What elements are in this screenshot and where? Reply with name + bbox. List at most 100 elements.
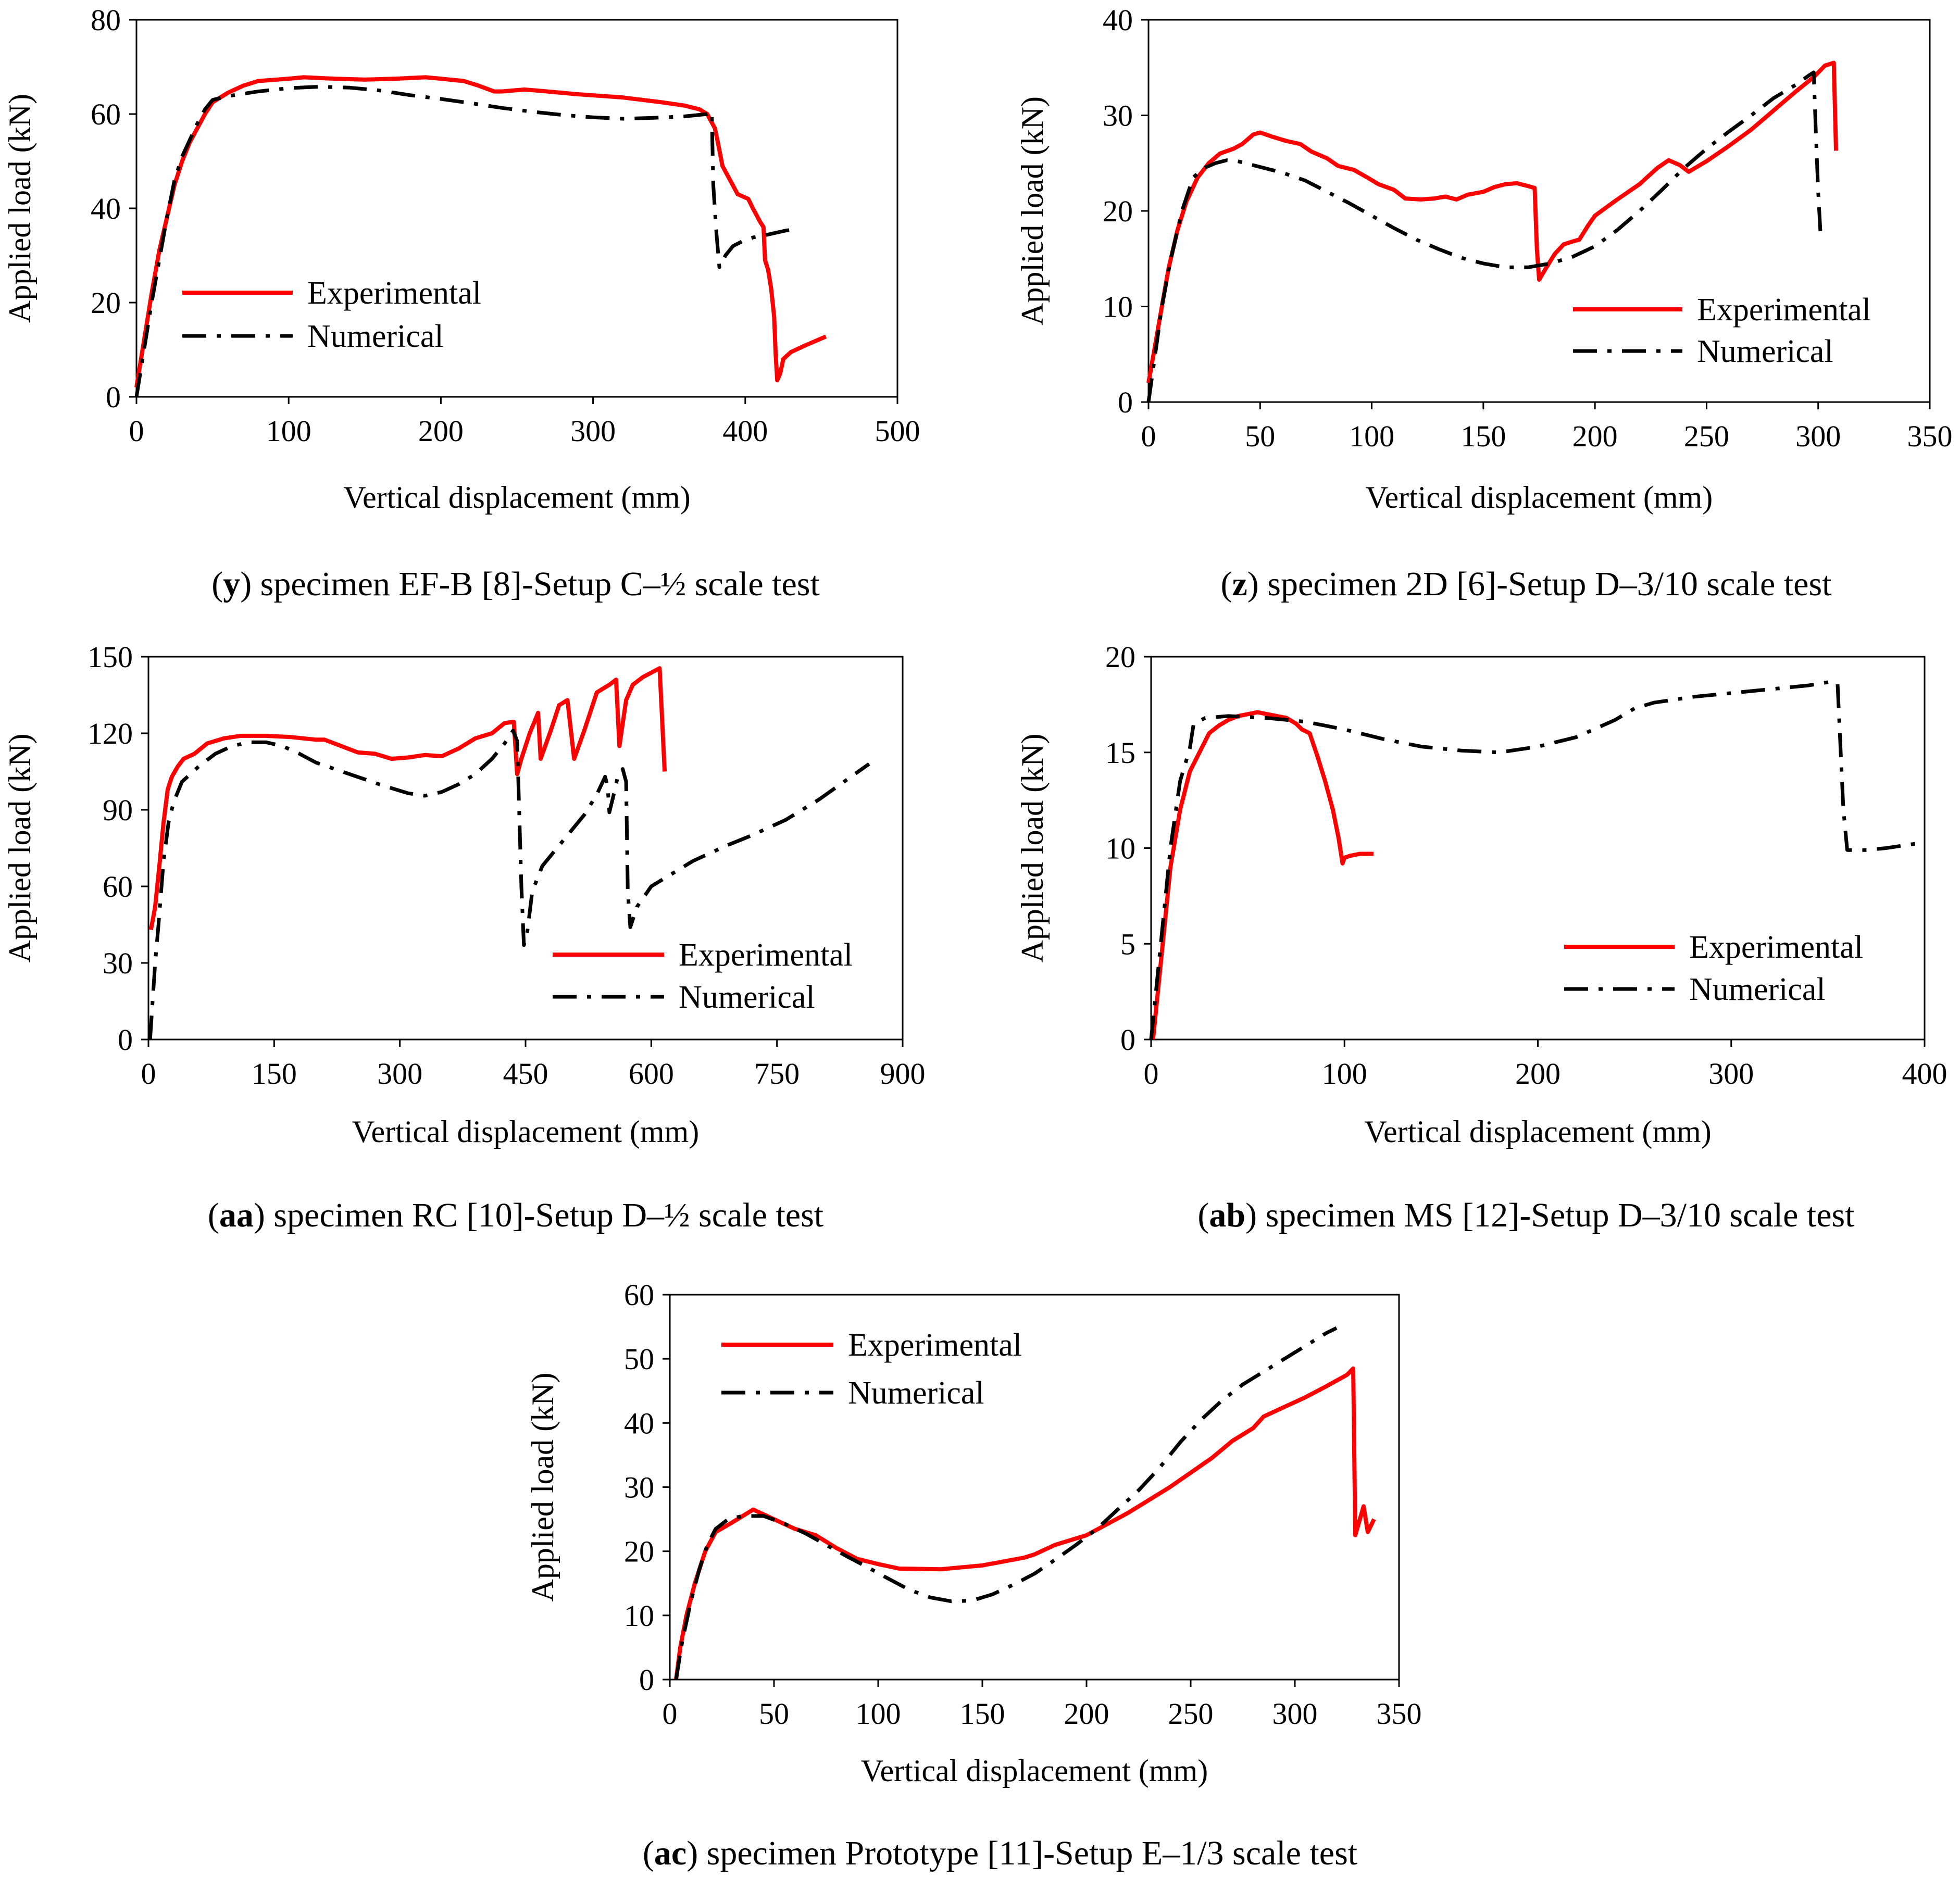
series-experimental-line xyxy=(148,666,667,931)
legend-label-numerical: Numerical xyxy=(1689,972,1826,1007)
x-tick-label: 50 xyxy=(1245,419,1275,453)
x-tick-label: 0 xyxy=(1144,1057,1159,1091)
x-tick-label: 100 xyxy=(856,1697,901,1731)
x-tick-label: 450 xyxy=(503,1057,548,1091)
y-tick-label: 40 xyxy=(1103,3,1133,37)
caption-open-paren: ( xyxy=(211,565,223,603)
x-tick-label: 300 xyxy=(1708,1057,1754,1091)
x-tick-label: 900 xyxy=(880,1057,926,1091)
x-tick-label: 300 xyxy=(1795,419,1841,453)
series-numerical-line xyxy=(148,729,870,1040)
x-tick-label: 300 xyxy=(1272,1697,1318,1731)
series-experimental-line xyxy=(674,1366,1376,1680)
caption-label: aa xyxy=(219,1196,254,1234)
x-tick-label: 400 xyxy=(722,414,768,448)
y-tick-label: 10 xyxy=(624,1599,654,1633)
legend-label-experimental: Experimental xyxy=(848,1328,1022,1363)
y-tick-label: 20 xyxy=(91,286,121,320)
series-numerical-line xyxy=(674,1326,1338,1680)
x-tick-label: 250 xyxy=(1684,419,1729,453)
x-axis-label: Vertical displacement (mm) xyxy=(861,1754,1208,1788)
caption-open-paren: ( xyxy=(208,1196,219,1234)
x-tick-label: 0 xyxy=(141,1057,156,1091)
y-tick-label: 40 xyxy=(624,1406,654,1440)
x-axis-label: Vertical displacement (mm) xyxy=(1364,1114,1711,1149)
y-tick-label: 50 xyxy=(624,1342,654,1376)
y-tick-label: 60 xyxy=(91,97,121,131)
legend: Experimental Numerical xyxy=(1564,930,1863,1007)
y-tick-label: 20 xyxy=(1103,194,1133,228)
x-tick-label: 150 xyxy=(252,1057,297,1091)
caption-open-paren: ( xyxy=(1221,565,1232,603)
series-experimental-line xyxy=(1146,60,1838,383)
caption: (y) specimen EF-B [8]-Setup C–½ scale te… xyxy=(211,565,820,603)
legend: Experimental Numerical xyxy=(1573,292,1871,369)
caption: (z) specimen 2D [6]-Setup D–3/10 scale t… xyxy=(1221,565,1832,603)
series-experimental-line xyxy=(134,75,827,388)
y-tick-label: 0 xyxy=(1118,385,1133,419)
y-tick-label: 150 xyxy=(88,640,133,674)
x-tick-label: 100 xyxy=(1349,419,1394,453)
y-tick-label: 5 xyxy=(1120,927,1135,961)
caption-label: z xyxy=(1232,565,1247,603)
x-tick-label: 300 xyxy=(570,414,616,448)
x-tick-label: 200 xyxy=(1515,1057,1560,1091)
y-tick-label: 10 xyxy=(1105,832,1135,866)
x-tick-label: 100 xyxy=(1322,1057,1367,1091)
y-tick-label: 0 xyxy=(106,380,121,414)
x-tick-label: 200 xyxy=(1064,1697,1109,1731)
x-tick-label: 300 xyxy=(377,1057,422,1091)
legend-label-experimental: Experimental xyxy=(1689,930,1863,965)
x-axis-label: Vertical displacement (mm) xyxy=(352,1114,699,1149)
caption-open-paren: ( xyxy=(643,1834,654,1872)
x-tick-label: 400 xyxy=(1902,1057,1947,1091)
x-axis-label: Vertical displacement (mm) xyxy=(343,480,690,515)
chart-y: 0 100 200 300 400 500 0 20 40 60 80 Vertical displa… xyxy=(3,3,920,603)
chart-aa: 0 150 300 450 600 750 900 0 30 60 90 120 150 Vertical… xyxy=(3,640,926,1234)
y-tick-label: 0 xyxy=(1120,1023,1135,1057)
x-axis-label: Vertical displacement (mm) xyxy=(1366,480,1713,515)
x-tick-label: 600 xyxy=(629,1057,674,1091)
legend-label-numerical: Numerical xyxy=(848,1375,984,1411)
x-tick-label: 250 xyxy=(1168,1697,1214,1731)
x-tick-label: 500 xyxy=(875,414,920,448)
legend-label-experimental: Experimental xyxy=(1697,292,1871,328)
y-tick-label: 60 xyxy=(103,870,133,904)
x-tick-label: 0 xyxy=(663,1697,678,1731)
legend-label-numerical: Numerical xyxy=(679,980,815,1015)
x-tick-label: 200 xyxy=(418,414,464,448)
y-axis-label: Applied load (kN) xyxy=(1015,734,1050,963)
y-tick-label: 120 xyxy=(88,717,133,750)
y-axis-label: Applied load (kN) xyxy=(3,734,37,963)
y-axis-label: Applied load (kN) xyxy=(3,94,37,323)
caption-label: ab xyxy=(1209,1196,1245,1234)
x-tick-label: 150 xyxy=(1460,419,1506,453)
plot-frame xyxy=(135,19,898,398)
caption: (aa) specimen RC [10]-Setup D–½ scale te… xyxy=(208,1196,823,1234)
y-tick-label: 30 xyxy=(624,1471,654,1505)
x-tick-label: 200 xyxy=(1572,419,1618,453)
x-tick-label: 0 xyxy=(129,414,144,448)
y-axis-label: Applied load (kN) xyxy=(526,1373,560,1602)
chart-ab: 0 100 200 300 400 0 5 10 15 20 Vertical displaceme… xyxy=(1015,640,1947,1234)
x-tick-label: 0 xyxy=(1141,419,1156,453)
x-tick-label: 350 xyxy=(1907,419,1953,453)
caption-text: ) specimen 2D [6]-Setup D–3/10 scale tes… xyxy=(1247,565,1832,603)
chart-ac: 0 50 100 150 200 250 300 350 0 10 20 30 40 50 60 Vertic… xyxy=(526,1278,1422,1872)
y-tick-label: 30 xyxy=(103,946,133,980)
y-tick-label: 20 xyxy=(1105,640,1135,674)
legend-label-experimental: Experimental xyxy=(307,275,481,311)
y-axis-label: Applied load (kN) xyxy=(1015,96,1050,325)
x-tick-label: 750 xyxy=(754,1057,800,1091)
legend-label-numerical: Numerical xyxy=(1697,334,1833,369)
x-tick-label: 350 xyxy=(1377,1697,1422,1731)
x-tick-label: 150 xyxy=(960,1697,1005,1731)
caption-text: ) specimen EF-B [8]-Setup C–½ scale test xyxy=(240,565,820,603)
caption-open-paren: ( xyxy=(1197,1196,1209,1234)
y-tick-label: 30 xyxy=(1103,99,1133,133)
legend: Experimental Numerical xyxy=(182,275,481,354)
legend: Experimental Numerical xyxy=(553,937,853,1015)
series-numerical-line xyxy=(1146,70,1822,403)
legend-label-numerical: Numerical xyxy=(307,319,444,354)
